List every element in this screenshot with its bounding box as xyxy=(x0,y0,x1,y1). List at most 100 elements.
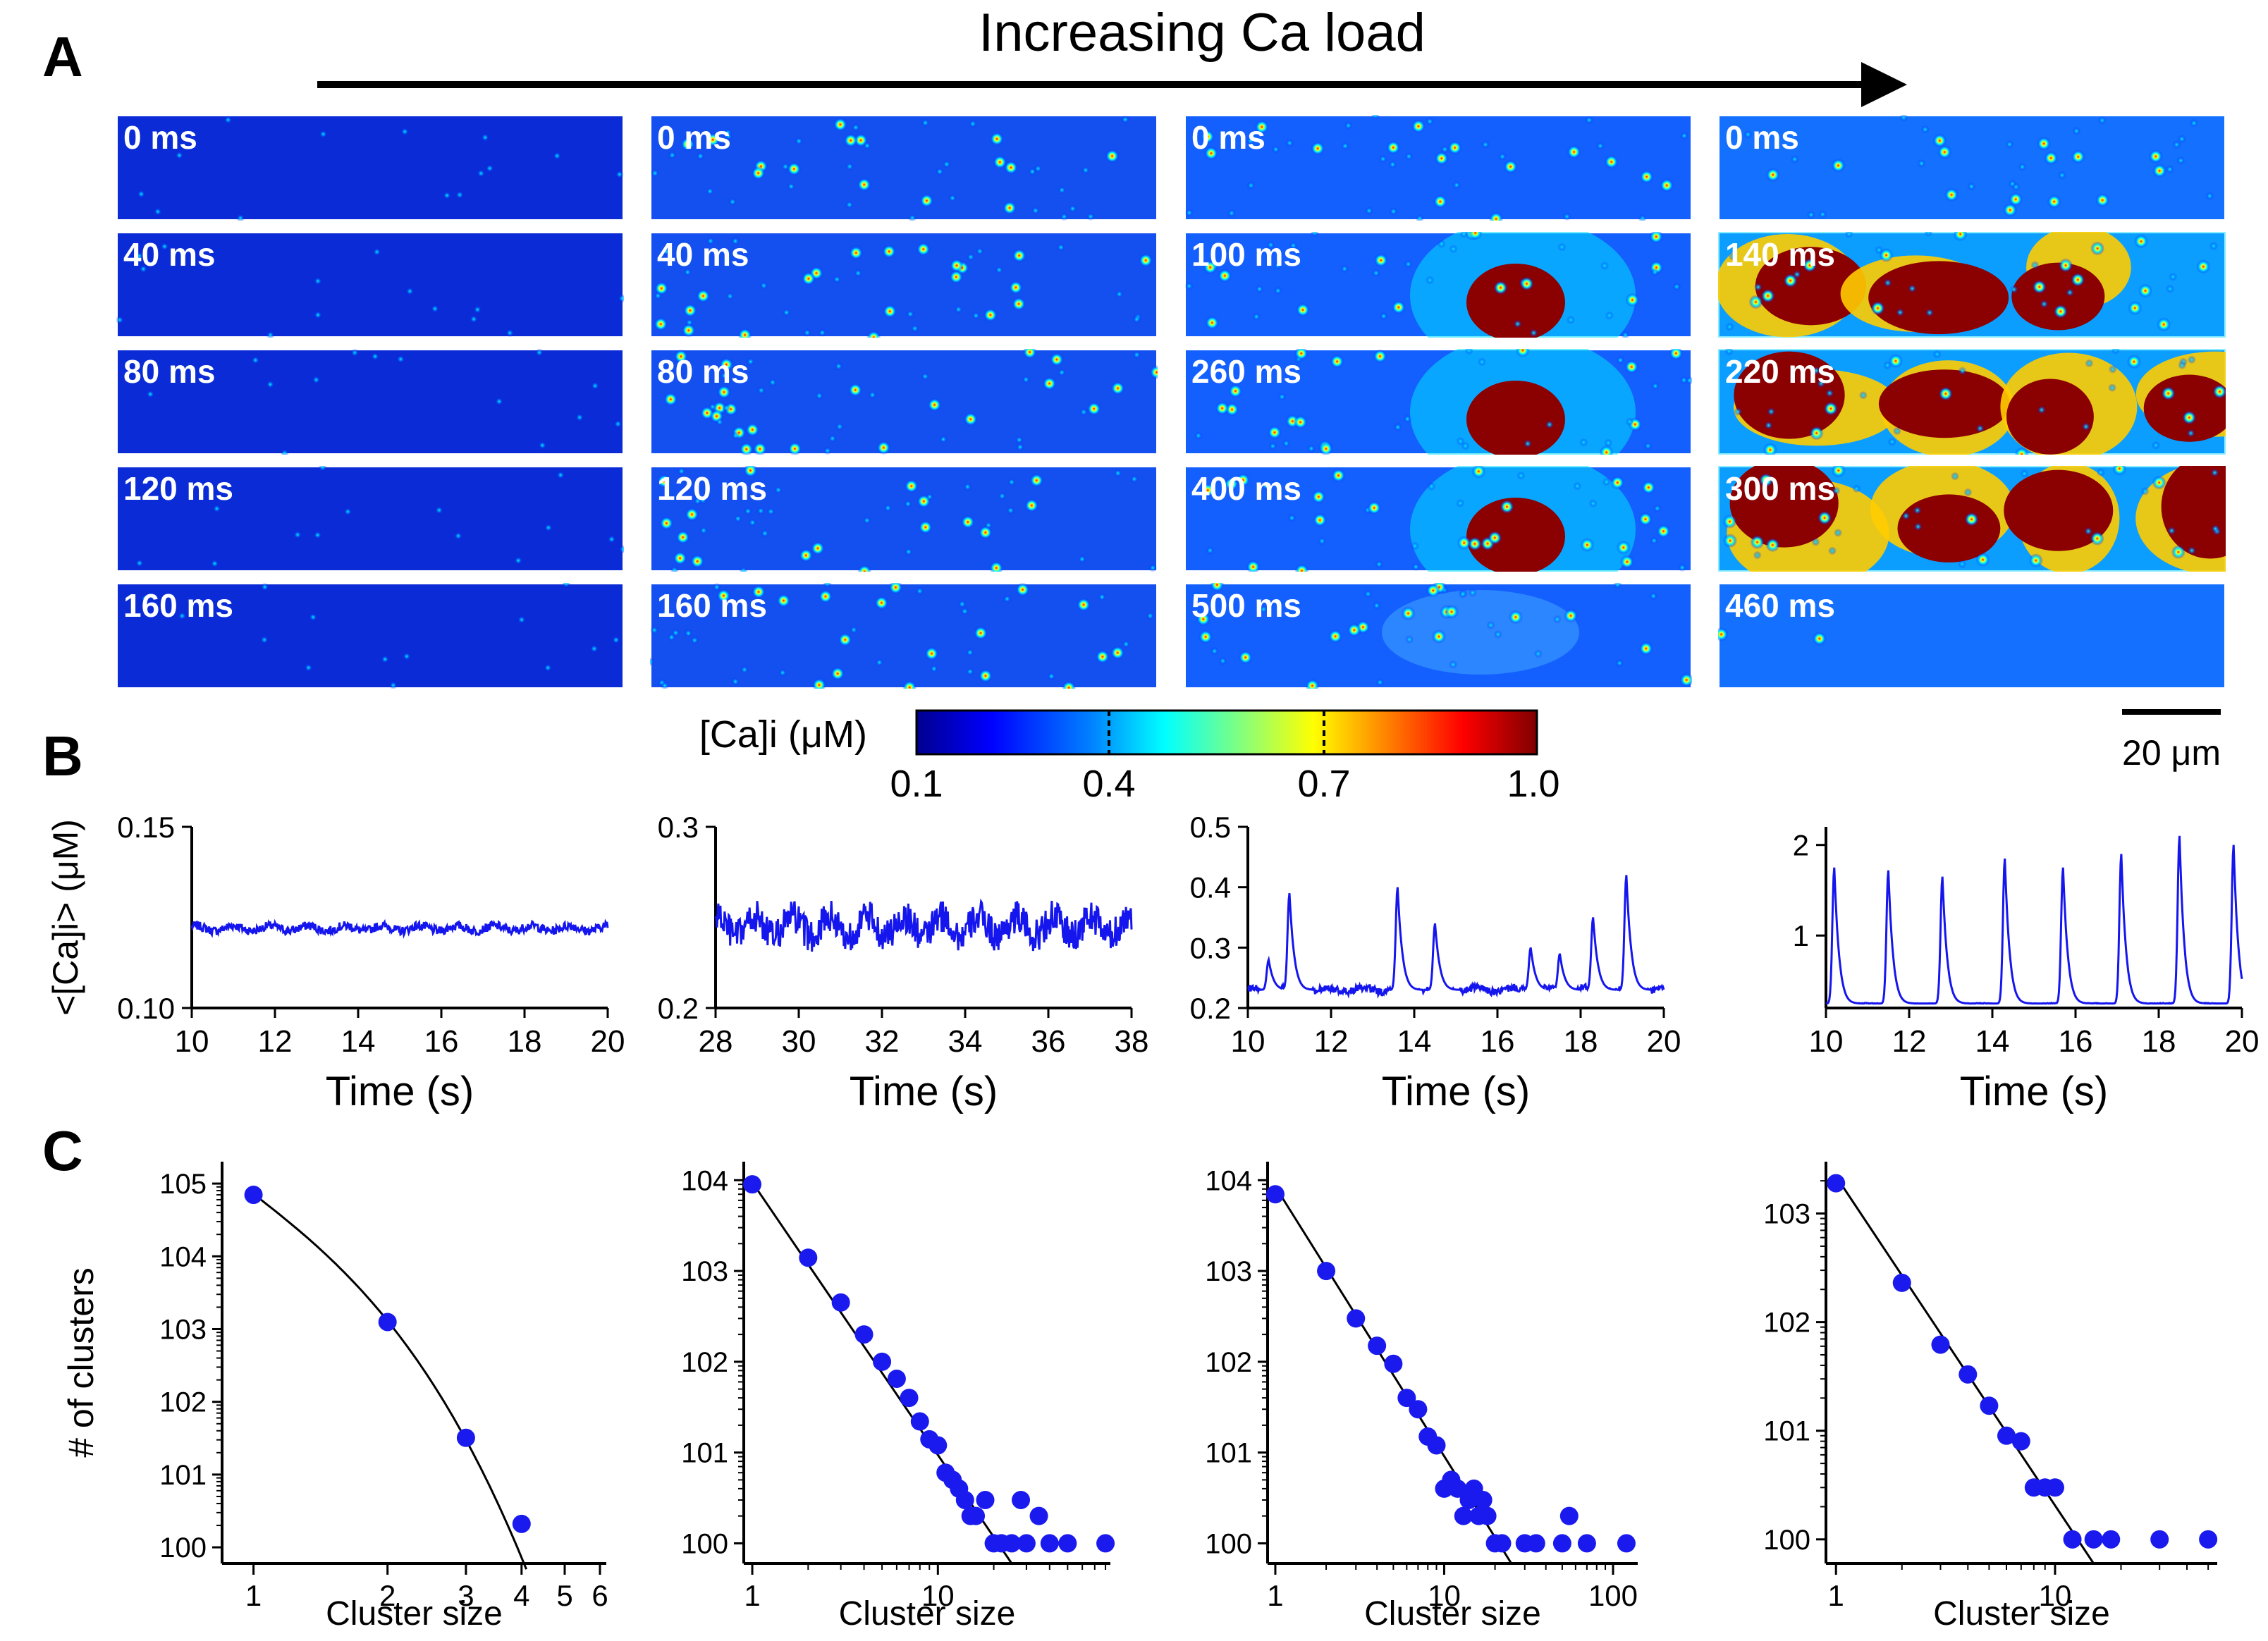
x-tick-label: 3 xyxy=(458,1579,474,1612)
calcium-spark xyxy=(1449,245,1458,254)
snapshot-time-label: 40 ms xyxy=(123,236,215,273)
snapshot-time-label: 160 ms xyxy=(123,587,233,624)
calcium-spark xyxy=(1449,660,1458,669)
calcium-spark xyxy=(845,162,854,171)
calcium-spark xyxy=(2096,468,2105,477)
y-tick-label: 104 xyxy=(681,1165,728,1196)
snapshot-content xyxy=(1184,115,1688,221)
snapshot-frame: 100 ms xyxy=(1183,231,1693,339)
calcium-spark xyxy=(818,328,827,337)
calcium-spark xyxy=(1896,308,1905,317)
snapshot-frame: 120 ms xyxy=(649,465,1159,573)
calcium-spark xyxy=(1003,200,1017,215)
calcium-spark xyxy=(843,133,858,148)
calcium-wave-halo xyxy=(1382,590,1579,675)
x-tick-label: 10 xyxy=(921,1579,955,1612)
calcium-spark xyxy=(1832,486,1841,496)
calcium-spark xyxy=(990,132,1005,147)
snapshot-time-label: 0 ms xyxy=(657,119,731,156)
calcium-spark xyxy=(2166,284,2175,293)
calcium-spark xyxy=(1831,466,1846,478)
calcium-spark xyxy=(1371,115,1380,120)
calcium-spark xyxy=(1679,376,1688,385)
calcium-spark xyxy=(1146,611,1155,620)
snapshot-frame: 260 ms xyxy=(1183,348,1693,456)
calcium-spark xyxy=(1008,280,1023,295)
calcium-spark xyxy=(1938,386,1953,401)
x-tick-label: 10 xyxy=(1231,1024,1265,1059)
calcium-spark xyxy=(1604,154,1619,169)
x-tick-label: 5 xyxy=(556,1579,572,1612)
calcium-spark xyxy=(1564,608,1579,623)
calcium-spark xyxy=(868,391,877,400)
calcium-spark xyxy=(866,330,881,338)
calcium-spark xyxy=(1725,322,1734,331)
calcium-spark xyxy=(731,431,740,441)
data-point xyxy=(1454,1506,1473,1525)
snapshot-time-label: 100 ms xyxy=(1191,236,1301,273)
calcium-spark xyxy=(1121,115,1130,124)
calcium-spark xyxy=(1913,506,1922,515)
calcium-spark xyxy=(1393,422,1402,431)
data-point xyxy=(1003,1534,1022,1553)
calcium-spark xyxy=(936,167,945,176)
calcium-spark xyxy=(1200,129,1215,144)
calcium-spark xyxy=(921,372,930,381)
calcium-spark xyxy=(910,324,919,333)
calcium-spark xyxy=(876,441,891,455)
data-point xyxy=(1427,1436,1446,1455)
calcium-spark xyxy=(1660,178,1674,192)
calcium-spark xyxy=(304,663,313,672)
x-tick-label: 18 xyxy=(1564,1024,1598,1059)
calcium-spark xyxy=(2020,469,2029,478)
calcium-spark xyxy=(673,349,688,364)
calcium-spark xyxy=(1042,376,1057,391)
x-tick-label: 38 xyxy=(1115,1024,1149,1059)
calcium-spark xyxy=(1110,381,1125,395)
x-tick-label: 1 xyxy=(1267,1579,1283,1612)
snapshot-frame: 0 ms xyxy=(649,113,1159,222)
data-point xyxy=(2199,1530,2218,1549)
calcium-spark xyxy=(2148,149,2163,164)
data-point xyxy=(928,1436,948,1455)
calcium-spark xyxy=(575,413,584,422)
calcium-spark xyxy=(823,583,832,589)
snapshot-frame: 40 ms xyxy=(649,231,1159,339)
calcium-spark xyxy=(1545,420,1554,429)
snapshot-frame: 40 ms xyxy=(115,231,625,339)
calcium-spark xyxy=(948,193,957,202)
calcium-spark xyxy=(116,315,124,324)
calcium-spark xyxy=(739,442,754,455)
calcium-spark xyxy=(835,422,844,431)
y-tick-label: 105 xyxy=(159,1169,207,1200)
calcium-wave xyxy=(1729,466,1839,548)
calcium-spark xyxy=(1763,443,1777,455)
x-axis-label: Time (s) xyxy=(1382,1069,1530,1114)
calcium-wave xyxy=(1466,498,1565,572)
calcium-spark xyxy=(2112,466,2127,476)
calcium-spark xyxy=(660,681,669,689)
calcium-spark xyxy=(1218,269,1232,283)
snapshot-time-label: 260 ms xyxy=(1191,353,1301,390)
calcium-spark xyxy=(854,269,863,278)
calcium-spark xyxy=(1191,591,1201,600)
calcium-spark xyxy=(2187,355,2196,364)
calcium-spark xyxy=(2182,410,2197,425)
calcium-spark xyxy=(2172,140,2181,149)
calcium-spark xyxy=(1579,438,1588,447)
calcium-spark xyxy=(1205,315,1220,330)
calcium-spark xyxy=(921,118,930,128)
calcium-spark xyxy=(1524,439,1533,448)
calcium-spark xyxy=(778,668,787,677)
calcium-spark xyxy=(1489,211,1504,221)
data-point xyxy=(967,1506,986,1525)
data-point xyxy=(1317,1262,1336,1281)
calcium-spark xyxy=(1148,563,1158,572)
calcium-spark xyxy=(1203,146,1218,161)
calcium-spark xyxy=(685,507,699,522)
calcium-spark xyxy=(1331,468,1346,483)
calcium-spark xyxy=(146,390,155,399)
calcium-spark xyxy=(2152,475,2166,490)
calcium-spark xyxy=(1313,512,1328,527)
calcium-spark xyxy=(137,190,146,199)
